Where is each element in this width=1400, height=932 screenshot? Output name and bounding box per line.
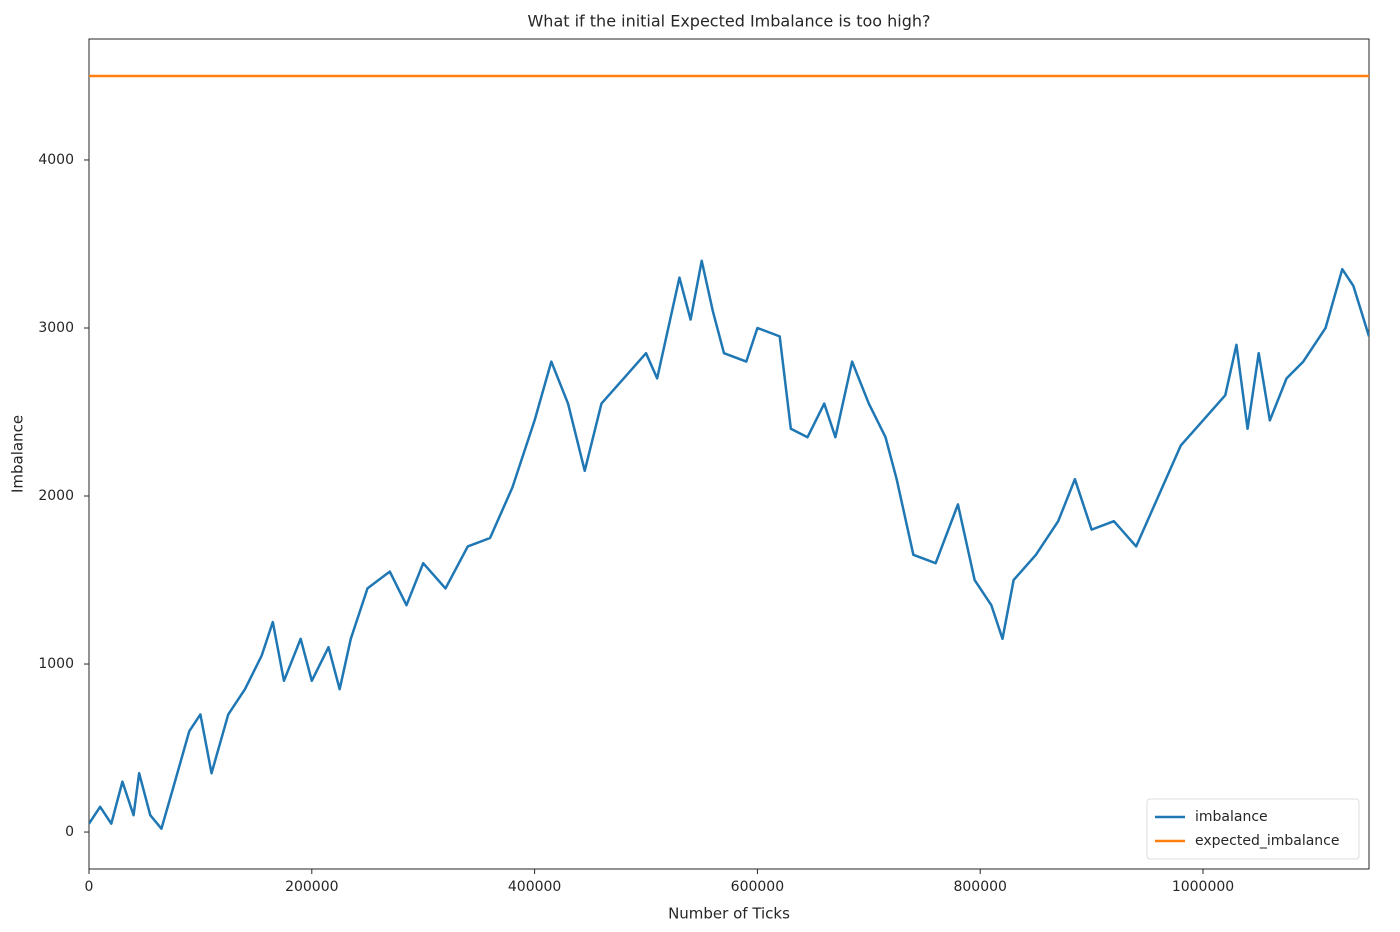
y-tick-label: 4000 [38,152,74,168]
x-tick-label: 1000000 [1172,879,1234,895]
y-tick-label: 0 [65,824,74,840]
legend-box [1146,798,1360,860]
y-tick-label: 2000 [38,488,74,504]
x-tick-label: 0 [85,879,94,895]
legend-label: imbalance [1195,809,1268,825]
x-tick-label: 200000 [285,879,338,895]
x-tick-label: 800000 [953,879,1006,895]
y-axis-label: Imbalance [9,415,27,493]
legend-label: expected_imbalance [1195,833,1339,849]
x-axis-label: Number of Ticks [668,905,790,923]
series-line [89,259,1369,830]
y-tick-label: 1000 [38,656,74,672]
chart-title: What if the initial Expected Imbalance i… [527,12,930,31]
plot-frame [88,38,1370,870]
x-tick-label: 600000 [731,879,784,895]
y-tick-label: 3000 [38,320,74,336]
x-tick-label: 400000 [508,879,561,895]
